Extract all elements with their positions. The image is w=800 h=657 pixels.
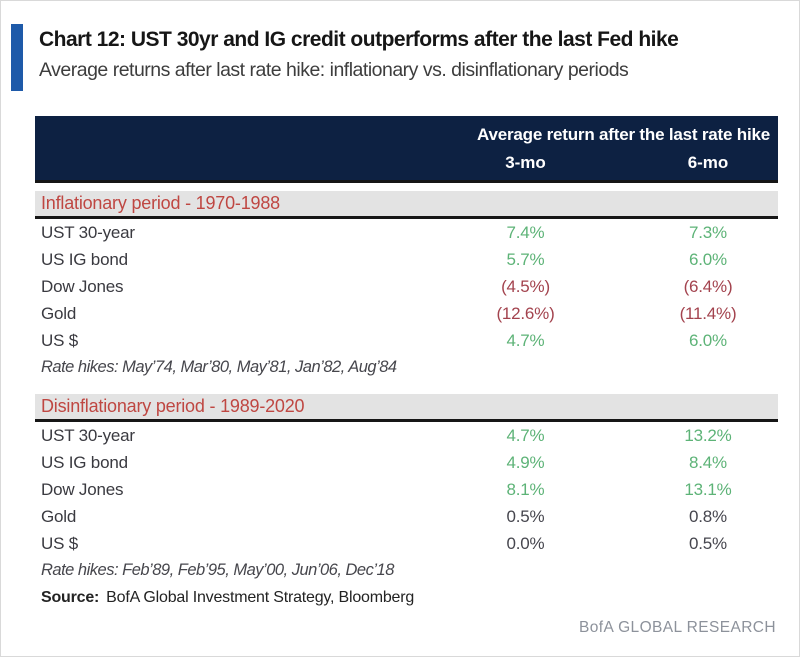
return-3mo: 0.5% <box>506 507 545 526</box>
section-header-disinflationary: Disinflationary period - 1989-2020 <box>35 394 778 422</box>
return-3mo: 4.7% <box>506 426 545 445</box>
table-row: Gold 0.5% 0.8% <box>35 503 778 530</box>
chart-title: Chart 12: UST 30yr and IG credit outperf… <box>39 28 679 51</box>
asset-label: US IG bond <box>41 250 128 269</box>
section-header-inflationary: Inflationary period - 1970-1988 <box>35 191 778 219</box>
source-text: BofA Global Investment Strategy, Bloombe… <box>106 589 415 606</box>
return-6mo: 8.4% <box>689 453 727 472</box>
asset-label: Gold <box>41 507 77 526</box>
return-6mo: 7.3% <box>689 223 727 242</box>
asset-label: Gold <box>41 304 77 323</box>
column-header-3mo: 3-mo <box>505 153 546 172</box>
asset-label: UST 30-year <box>41 223 135 242</box>
table-row: US IG bond 5.7% 6.0% <box>35 246 778 273</box>
return-3mo: 4.9% <box>506 453 545 472</box>
table-column-headers: 3-mo 6-mo <box>35 149 778 176</box>
bofa-global-research-watermark: BofA GLOBAL RESEARCH <box>579 619 776 636</box>
return-6mo: 13.2% <box>684 426 732 445</box>
table-row: US $ 0.0% 0.5% <box>35 530 778 557</box>
return-3mo: 0.0% <box>506 534 545 553</box>
return-6mo: (6.4%) <box>683 277 733 296</box>
asset-label: US $ <box>41 534 78 553</box>
table-header: Average return after the last rate hike … <box>35 116 778 183</box>
asset-label: UST 30-year <box>41 426 135 445</box>
title-accent-bar <box>11 24 23 91</box>
return-3mo: 8.1% <box>506 480 545 499</box>
rate-hikes-footnote: Rate hikes: Feb’89, Feb’95, May’00, Jun’… <box>41 561 394 579</box>
table-row: Dow Jones 8.1% 13.1% <box>35 476 778 503</box>
table-row: Dow Jones (4.5%) (6.4%) <box>35 273 778 300</box>
table-row: Gold (12.6%) (11.4%) <box>35 300 778 327</box>
return-6mo: 0.8% <box>689 507 727 526</box>
return-3mo: (4.5%) <box>501 277 550 296</box>
table-header-title: Average return after the last rate hike <box>477 125 770 144</box>
title-text-group: Chart 12: UST 30yr and IG credit outperf… <box>39 24 679 91</box>
return-6mo: 6.0% <box>689 250 727 269</box>
title-block: Chart 12: UST 30yr and IG credit outperf… <box>11 24 679 91</box>
return-6mo: (11.4%) <box>679 304 737 323</box>
asset-label: US IG bond <box>41 453 128 472</box>
asset-label: US $ <box>41 331 78 350</box>
return-6mo: 13.1% <box>684 480 732 499</box>
table-row: UST 30-year 4.7% 13.2% <box>35 422 778 449</box>
asset-label: Dow Jones <box>41 277 124 296</box>
rate-hikes-footnote: Rate hikes: May’74, Mar’80, May’81, Jan’… <box>41 358 397 376</box>
source-line: Source: BofA Global Investment Strategy, … <box>41 589 414 607</box>
return-3mo: 5.7% <box>506 250 545 269</box>
returns-table: Average return after the last rate hike … <box>35 116 778 584</box>
column-spacer <box>35 149 413 176</box>
return-3mo: (12.6%) <box>496 304 555 323</box>
column-header-6mo: 6-mo <box>687 153 729 172</box>
return-3mo: 7.4% <box>506 223 545 242</box>
table-row: US $ 4.7% 6.0% <box>35 327 778 354</box>
asset-label: Dow Jones <box>41 480 124 499</box>
return-3mo: 4.7% <box>506 331 545 350</box>
table-row: UST 30-year 7.4% 7.3% <box>35 219 778 246</box>
chart-subtitle: Average returns after last rate hike: in… <box>39 59 629 81</box>
return-6mo: 0.5% <box>689 534 727 553</box>
table-row: US IG bond 4.9% 8.4% <box>35 449 778 476</box>
source-label: Source: <box>41 589 100 606</box>
return-6mo: 6.0% <box>689 331 727 350</box>
